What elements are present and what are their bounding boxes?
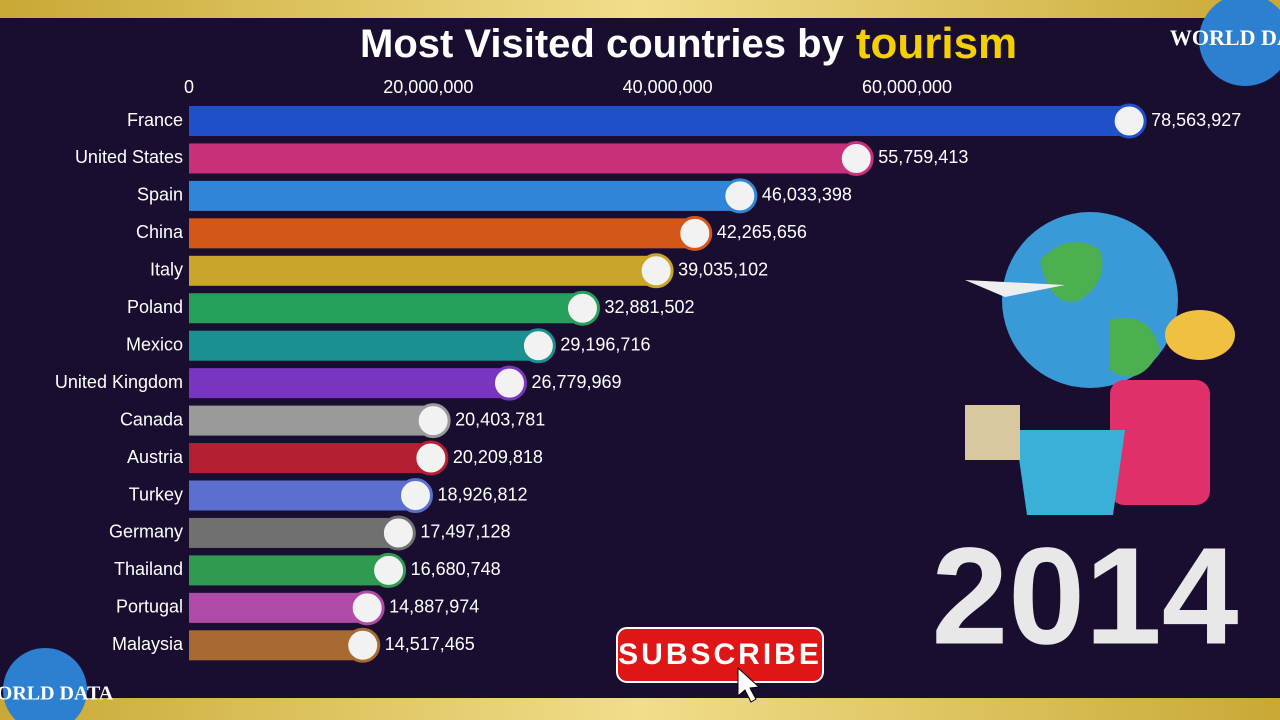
flag: [380, 515, 416, 551]
hat: [1165, 310, 1235, 360]
top-border: [0, 0, 1280, 18]
value-label: 55,759,413: [878, 147, 968, 167]
value-label: 46,033,398: [762, 185, 852, 205]
bar: [189, 293, 583, 324]
x-tick-label: 40,000,000: [623, 77, 713, 97]
category-label: Malaysia: [112, 634, 184, 654]
logo-text: WORLD DATA: [0, 683, 114, 705]
value-label: 20,209,818: [453, 447, 543, 467]
flag: [371, 552, 407, 588]
flag: [838, 140, 874, 176]
chart-title: Most Visited countries by tourism: [360, 19, 1017, 68]
flag: [520, 328, 556, 364]
bar: [189, 368, 510, 399]
plot: 0 20,000,000 40,000,000 60,000,000 France 78,…: [55, 77, 1241, 663]
flag: [638, 253, 674, 289]
bar: [189, 480, 416, 511]
category-label: China: [136, 222, 184, 242]
bar: [189, 218, 695, 249]
value-label: 42,265,656: [717, 222, 807, 242]
value-label: 16,680,748: [411, 559, 501, 579]
title-highlight: tourism: [856, 19, 1017, 68]
bar: [189, 592, 368, 623]
value-label: 17,497,128: [420, 522, 510, 542]
value-label: 78,563,927: [1151, 110, 1241, 130]
logo-top: WORLD DATA: [1170, 0, 1280, 86]
bar: [189, 630, 363, 661]
value-label: 26,779,969: [531, 372, 621, 392]
airplane: [965, 280, 1065, 297]
flag: [677, 215, 713, 251]
suitcase: [1110, 380, 1210, 505]
cursor: [737, 666, 761, 703]
category-label: Austria: [127, 447, 184, 467]
flag: [349, 590, 385, 626]
value-label: 29,196,716: [560, 334, 650, 354]
bar: [189, 180, 740, 211]
title-text: Most Visited countries by: [360, 22, 845, 66]
flag: [415, 403, 451, 439]
map: [965, 405, 1020, 460]
bar: [189, 443, 431, 474]
logo-bottom: WORLD DATA: [0, 648, 114, 720]
illustration: [965, 212, 1235, 515]
x-tick-label: 20,000,000: [383, 77, 473, 97]
bar: [189, 517, 399, 548]
flag: [1111, 103, 1147, 139]
category-label: Canada: [120, 409, 184, 429]
logo-globe: [3, 648, 87, 720]
category-label: Turkey: [129, 484, 183, 504]
value-label: 32,881,502: [604, 297, 694, 317]
bar: [189, 405, 434, 436]
bar: [189, 555, 389, 586]
category-label: Germany: [109, 522, 183, 542]
category-label: Portugal: [116, 597, 183, 617]
category-label: France: [127, 110, 183, 130]
x-tick-label: 60,000,000: [862, 77, 952, 97]
value-label: 18,926,812: [437, 484, 527, 504]
year-label: 2014: [932, 519, 1239, 673]
bar: [189, 255, 657, 286]
bar: [189, 106, 1130, 136]
category-label: Poland: [127, 297, 183, 317]
value-label: 14,517,465: [385, 634, 475, 654]
bar: [189, 143, 857, 174]
category-label: Mexico: [126, 334, 183, 354]
bar: [189, 330, 539, 361]
category-label: United States: [75, 147, 183, 167]
bag: [1015, 430, 1125, 515]
bottom-border: [0, 698, 1280, 720]
value-label: 14,887,974: [389, 597, 479, 617]
logo-globe: [1199, 0, 1280, 86]
category-label: United Kingdom: [55, 372, 183, 392]
flag: [413, 440, 449, 476]
flag: [564, 290, 600, 326]
logo-text: WORLD DATA: [1170, 25, 1280, 50]
flag: [722, 178, 758, 214]
globe-land: [1040, 242, 1160, 377]
flag: [491, 365, 527, 401]
flag: [345, 627, 381, 663]
value-label: 39,035,102: [678, 260, 768, 280]
button-bg[interactable]: [616, 627, 824, 683]
category-label: Italy: [150, 260, 183, 280]
subscribe-button[interactable]: SUBSCRIBE: [616, 627, 824, 703]
x-tick-label: 0: [184, 77, 194, 97]
category-label: Spain: [137, 185, 183, 205]
flag: [397, 478, 433, 513]
value-label: 20,403,781: [455, 409, 545, 429]
category-label: Thailand: [114, 559, 183, 579]
button-label[interactable]: SUBSCRIBE: [618, 638, 822, 671]
